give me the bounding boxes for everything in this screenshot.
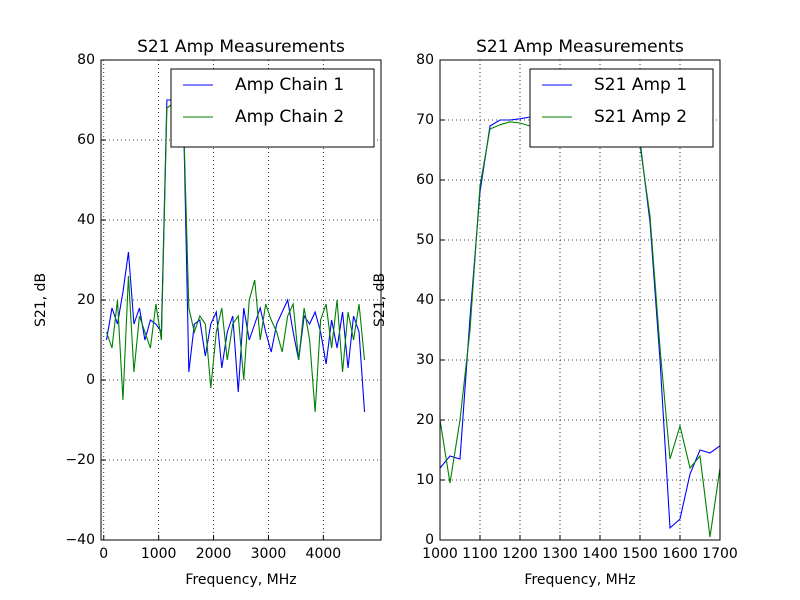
- x-tick-label: 1700: [702, 546, 738, 562]
- y-tick-label: 10: [416, 472, 434, 488]
- x-tick-label: 1000: [422, 546, 458, 562]
- legend-box: [170, 68, 375, 148]
- y-tick-label: 40: [77, 212, 95, 228]
- y-tick-label: 0: [86, 372, 95, 388]
- axes-frame: [100, 59, 382, 541]
- legend-label: Amp Chain 1: [235, 75, 344, 95]
- x-tick-label: 1600: [662, 546, 698, 562]
- x-tick-label: 1500: [622, 546, 658, 562]
- y-tick-label: 60: [77, 132, 95, 148]
- y-tick-label: 70: [416, 112, 434, 128]
- x-tick-label: 2000: [196, 546, 232, 562]
- y-tick-label: 40: [416, 292, 434, 308]
- y-axis-label: S21, dB: [372, 273, 388, 327]
- y-axis-label: S21, dB: [33, 273, 49, 327]
- legend-label: Amp Chain 2: [235, 107, 344, 127]
- legend-box: [529, 68, 714, 148]
- legend-label: S21 Amp 1: [594, 75, 687, 95]
- y-tick-label: −20: [65, 452, 95, 468]
- x-tick-label: 3000: [251, 546, 287, 562]
- x-tick-label: 1200: [502, 546, 538, 562]
- x-axis-label: Frequency, MHz: [185, 572, 296, 588]
- x-tick-label: 4000: [306, 546, 342, 562]
- x-axis-label: Frequency, MHz: [524, 572, 635, 588]
- chart-title: S21 Amp Measurements: [137, 37, 345, 57]
- chart-title: S21 Amp Measurements: [476, 37, 684, 57]
- y-tick-label: 0: [425, 532, 434, 548]
- x-tick-label: 1000: [141, 546, 177, 562]
- x-tick-label: 1100: [462, 546, 498, 562]
- y-tick-label: 80: [416, 52, 434, 68]
- x-tick-label: 0: [99, 546, 108, 562]
- y-tick-label: −40: [65, 532, 95, 548]
- y-tick-label: 30: [416, 352, 434, 368]
- axes-frame: [439, 59, 721, 541]
- y-tick-label: 20: [416, 412, 434, 428]
- y-tick-label: 60: [416, 172, 434, 188]
- y-tick-label: 50: [416, 232, 434, 248]
- x-tick-label: 1400: [582, 546, 618, 562]
- series-line: [105, 103, 366, 413]
- legend-label: S21 Amp 2: [594, 107, 687, 127]
- series-line: [105, 99, 366, 413]
- x-tick-label: 1300: [542, 546, 578, 562]
- y-tick-label: 20: [77, 292, 95, 308]
- y-tick-label: 80: [77, 52, 95, 68]
